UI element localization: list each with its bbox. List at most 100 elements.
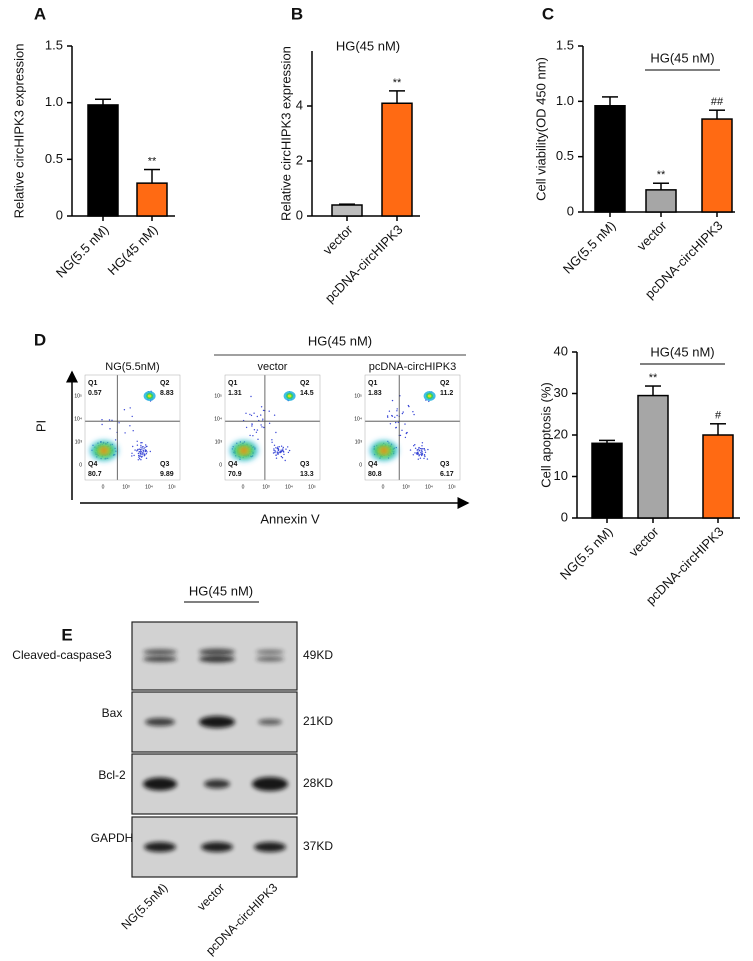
x-tick-label: NG(5.5 nM): [557, 524, 616, 583]
event-dot: [414, 452, 416, 454]
flow-plot-title: pcDNA-circHIPK3: [369, 361, 456, 373]
y-tick-label: 30: [554, 385, 568, 400]
event-dot: [418, 446, 420, 449]
size-label: 21KD: [303, 714, 333, 728]
quadrant-name: Q3: [300, 461, 309, 468]
y-tick-label: 0: [296, 207, 303, 222]
x-tick-label: NG(5.5 nM): [560, 218, 619, 277]
event-dot: [260, 414, 262, 416]
quadrant-name: Q3: [160, 461, 169, 468]
quadrant-name: Q1: [88, 380, 97, 387]
y-tick-label: 0: [561, 509, 568, 524]
quadrant-name: Q1: [228, 380, 237, 387]
bracket-label: HG(45 nM): [308, 333, 372, 348]
event-dot: [139, 453, 141, 455]
event-dot: [144, 446, 146, 449]
quadrant-value: 70.9: [228, 471, 242, 478]
event-dot: [111, 419, 113, 421]
event-dot: [260, 406, 263, 408]
event-dot: [413, 445, 415, 447]
event-dot: [139, 450, 141, 453]
event-dot: [142, 446, 144, 448]
event-dot: [401, 412, 404, 415]
event-dot: [262, 418, 264, 420]
event-dot: [268, 422, 271, 424]
event-dot: [138, 458, 141, 460]
y-tick-label: 10: [554, 468, 568, 483]
event-dot: [421, 442, 424, 444]
protein-label: Cleaved-caspase3: [12, 648, 112, 662]
event-dot: [426, 458, 429, 460]
y-tick-label: 4: [296, 97, 303, 112]
density-core: [427, 394, 432, 398]
event-dot: [141, 442, 143, 444]
size-label: 49KD: [303, 648, 333, 662]
event-dot: [260, 424, 262, 426]
quadrant-name: Q4: [88, 461, 97, 468]
x-tick-label: 10³: [122, 484, 130, 490]
event-dot: [132, 430, 134, 432]
density-core: [380, 448, 388, 454]
event-dot: [284, 459, 286, 462]
event-dot: [421, 448, 424, 450]
event-dot: [409, 449, 412, 451]
y-axis-label: Relative circHIPK3 expression: [11, 44, 26, 219]
plot-frame: [365, 375, 460, 480]
quadrant-name: Q2: [300, 380, 309, 387]
event-dot: [275, 457, 278, 459]
event-dot: [252, 435, 254, 437]
event-dot: [395, 427, 397, 429]
event-dot: [424, 449, 426, 451]
y-axis-label: Cell apoptosis (%): [538, 382, 553, 488]
event-dot: [395, 421, 397, 424]
event-dot: [273, 449, 275, 452]
quadrant-value: 11.2: [440, 390, 453, 397]
event-dot: [427, 448, 429, 451]
event-dot: [277, 448, 279, 450]
event-dot: [133, 454, 135, 457]
event-dot: [272, 452, 275, 454]
y-tick-label: 0.5: [556, 148, 574, 163]
event-dot: [404, 436, 407, 439]
event-dot: [137, 459, 139, 461]
event-dot: [402, 411, 404, 413]
event-dot: [282, 446, 284, 449]
event-dot: [396, 414, 398, 417]
y-tick-label: 0: [567, 203, 574, 218]
event-dot: [145, 457, 148, 459]
y-tick-label: 40: [554, 343, 568, 358]
event-dot: [271, 439, 273, 441]
blot-band: [201, 842, 233, 852]
panel-label: B: [291, 4, 303, 23]
lane-label: NG(5.5nM): [119, 880, 171, 932]
size-label: 37KD: [303, 839, 333, 853]
event-dot: [287, 446, 289, 448]
event-dot: [391, 415, 394, 417]
quadrant-value: 8.83: [160, 390, 174, 397]
event-dot: [418, 449, 420, 451]
event-dot: [412, 411, 414, 413]
bar: [702, 434, 734, 519]
event-dot: [280, 451, 282, 453]
event-dot: [131, 455, 133, 457]
blot-band: [145, 718, 175, 726]
event-dot: [143, 451, 145, 453]
size-label: 28KD: [303, 776, 333, 790]
event-dot: [146, 451, 148, 453]
event-dot: [388, 410, 391, 412]
y-tick-label: 2: [296, 152, 303, 167]
event-dot: [144, 450, 147, 453]
event-dot: [149, 450, 151, 453]
bar: [701, 118, 733, 213]
event-dot: [101, 423, 103, 426]
event-dot: [143, 453, 146, 455]
event-dot: [253, 412, 255, 414]
event-dot: [263, 426, 265, 429]
event-dot: [129, 407, 131, 409]
y-tick-label: 10⁵: [74, 393, 82, 399]
event-dot: [143, 448, 145, 450]
event-dot: [138, 454, 140, 457]
x-tick-label: 0: [242, 484, 245, 490]
event-dot: [276, 453, 279, 455]
